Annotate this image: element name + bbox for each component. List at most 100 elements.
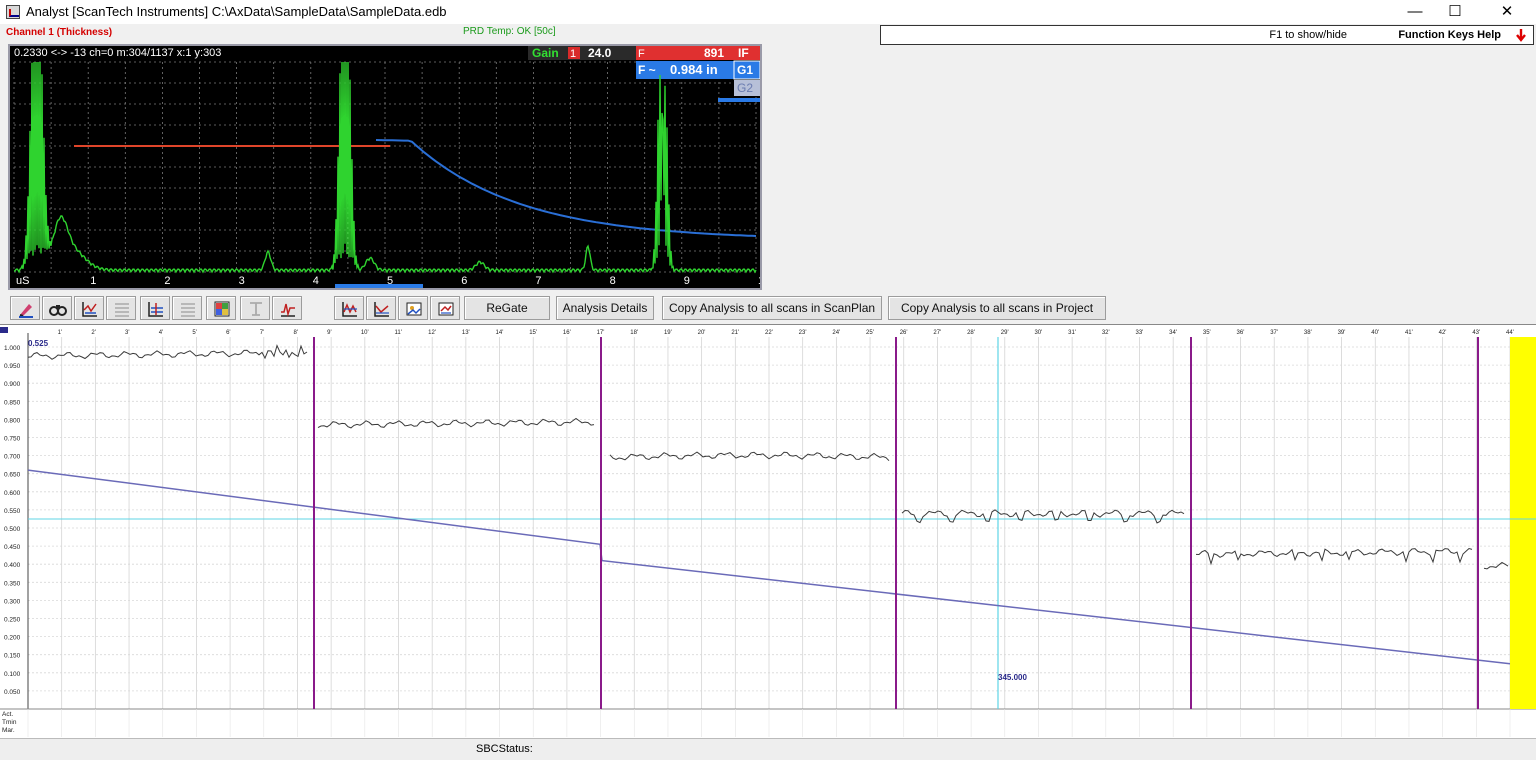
strip-x-tick-label: 24' [832, 330, 840, 336]
copy-analysis-scanplan-button[interactable]: Copy Analysis to all scans in ScanPlan [662, 296, 882, 320]
strip-x-tick-label: 26' [900, 330, 908, 336]
channel-label: Channel 1 (Thickness) [6, 27, 113, 38]
strip-x-tick-label: 42' [1439, 330, 1447, 336]
strip-x-tick-label: 25' [866, 330, 874, 336]
text-tool-disabled-icon [240, 296, 270, 320]
strip-x-tick-label: 12' [428, 330, 436, 336]
strip-x-tick-label: 13' [462, 330, 470, 336]
strip-y-tick-label: 1.000 [4, 345, 21, 352]
analysis-toolbar: ReGate Analysis Details Copy Analysis to… [0, 292, 1118, 324]
thickness-trace-segment [1483, 561, 1509, 570]
close-button[interactable]: ✕ [1500, 3, 1514, 20]
arrow-down-icon[interactable] [1515, 28, 1527, 42]
strip-x-tick-label: 21' [731, 330, 739, 336]
ascan-display[interactable]: 0.2330 <-> -13 ch=0 m:304/1137 x:1 y:303… [8, 44, 770, 290]
chart-minimum-icon[interactable] [366, 296, 396, 320]
thickness-trace-segment [609, 451, 890, 462]
gain-number: 1 [570, 48, 576, 60]
title-bar: Analyst [ScanTech Instruments] C:\AxData… [0, 0, 1536, 24]
strip-y-tick-label: 0.750 [4, 436, 21, 443]
function-keys-panel[interactable]: F1 to show/hide Function Keys Help [880, 25, 1534, 45]
thickness-strip-chart[interactable]: 1.000 0.950 0.900 0.850 0.800 0.750 0.700 0.650… [0, 324, 1536, 739]
strip-y-tick-label: 0.400 [4, 562, 21, 569]
ascan-x-tick-label: 6 [461, 275, 467, 287]
strip-x-tick-label: 38' [1304, 330, 1312, 336]
function-keys-help[interactable]: Function Keys Help [1398, 29, 1501, 41]
thickness-trace-segment [317, 417, 595, 429]
ascan-x-tick-label: 2 [164, 275, 170, 287]
strip-x-tick-label: 29' [1001, 330, 1009, 336]
f-label: F ~ [638, 63, 656, 77]
strip-y-tick-label: 0.650 [4, 472, 21, 479]
ascan-plot[interactable]: 0.2330 <-> -13 ch=0 m:304/1137 x:1 y:303… [10, 46, 770, 288]
strip-x-tick-label: 1' [58, 330, 62, 336]
status-bar: SBCStatus: [0, 738, 1536, 760]
strip-x-tick-label: 9' [327, 330, 331, 336]
chart-grid-icon[interactable] [140, 296, 170, 320]
ascan-x-tick-label: 10 [758, 275, 760, 287]
strip-y-tick-label: 0.600 [4, 490, 21, 497]
strip-x-tick-label: 5' [192, 330, 196, 336]
gate-2-label[interactable]: G2 [737, 81, 753, 95]
interface-flag: F [638, 48, 645, 60]
color-palette-icon[interactable] [206, 296, 236, 320]
prd-temp-status: PRD Temp: OK [50c] [463, 26, 556, 37]
ascan-info-text: 0.2330 <-> -13 ch=0 m:304/1137 x:1 y:303 [14, 47, 221, 59]
strip-y-tick-label: 0.700 [4, 454, 21, 461]
strip-y-tick-label: 0.450 [4, 544, 21, 551]
copy-analysis-project-button[interactable]: Copy Analysis to all scans in Project [888, 296, 1106, 320]
minimize-button[interactable]: — [1407, 3, 1423, 20]
chart-disabled-icon [106, 296, 136, 320]
ascan-x-tick-label: 5 [387, 275, 393, 287]
strip-x-tick-label: 19' [664, 330, 672, 336]
ascan-x-tick-label: 8 [610, 275, 616, 287]
sbc-status-label: SBCStatus: [476, 743, 533, 755]
ascan-x-tick-label: 9 [684, 275, 690, 287]
strip-y-tick-label: 0.100 [4, 671, 21, 678]
readout-row-label: Mar. [2, 727, 15, 734]
thickness-readout: 0.984 in [670, 62, 718, 77]
strip-x-tick-label: 32' [1102, 330, 1110, 336]
export-image-icon[interactable] [398, 296, 428, 320]
thickness-trace-segment [1195, 547, 1473, 566]
ascan-waveform [13, 61, 757, 274]
strip-x-tick-label: 37' [1270, 330, 1278, 336]
gate-1-label[interactable]: G1 [737, 63, 753, 77]
strip-x-tick-label: 36' [1237, 330, 1245, 336]
maximize-button[interactable]: ☐ [1448, 3, 1462, 20]
analysis-details-button[interactable]: Analysis Details [556, 296, 654, 320]
strip-x-tick-label: 40' [1371, 330, 1379, 336]
strip-y-tick-label: 0.500 [4, 526, 21, 533]
chart-zoom-icon[interactable] [74, 296, 104, 320]
strip-x-tick-label: 10' [361, 330, 369, 336]
strip-x-tick-label: 41' [1405, 330, 1413, 336]
strip-x-tick-label: 44' [1506, 330, 1514, 336]
strip-y-tick-label: 0.250 [4, 617, 21, 624]
strip-y-tick-label: 0.350 [4, 580, 21, 587]
strip-x-tick-label: 15' [529, 330, 537, 336]
strip-y-tick-label: 0.050 [4, 689, 21, 696]
strip-x-tick-label: 34' [1169, 330, 1177, 336]
waveform-icon[interactable] [272, 296, 302, 320]
strip-y-tick-label: 0.300 [4, 598, 21, 605]
scan-end-marker [1510, 337, 1536, 709]
strip-x-tick-label: 39' [1338, 330, 1346, 336]
cursor-position-label: 345.000 [998, 673, 1027, 682]
thickness-trace-segment [901, 509, 1185, 524]
gain-value: 24.0 [588, 46, 612, 60]
binoculars-icon[interactable] [42, 296, 72, 320]
pen-tool-icon[interactable] [10, 296, 40, 320]
regate-button[interactable]: ReGate [464, 296, 550, 320]
chart-peaks-icon[interactable] [334, 296, 364, 320]
strip-x-tick-label: 28' [967, 330, 975, 336]
strip-x-tick-label: 17' [597, 330, 605, 336]
strip-x-tick-label: 22' [765, 330, 773, 336]
strip-x-tick-label: 35' [1203, 330, 1211, 336]
strip-chart-plot[interactable]: 1.000 0.950 0.900 0.850 0.800 0.750 0.700 0.650… [0, 325, 1536, 739]
chart-settings-icon[interactable] [430, 296, 460, 320]
readout-row-label: Tmin [2, 719, 17, 726]
thickness-trace-segment [27, 344, 308, 360]
dac-curve [375, 139, 757, 237]
ascan-x-tick-label: 3 [239, 275, 245, 287]
strip-x-tick-label: 3' [125, 330, 129, 336]
